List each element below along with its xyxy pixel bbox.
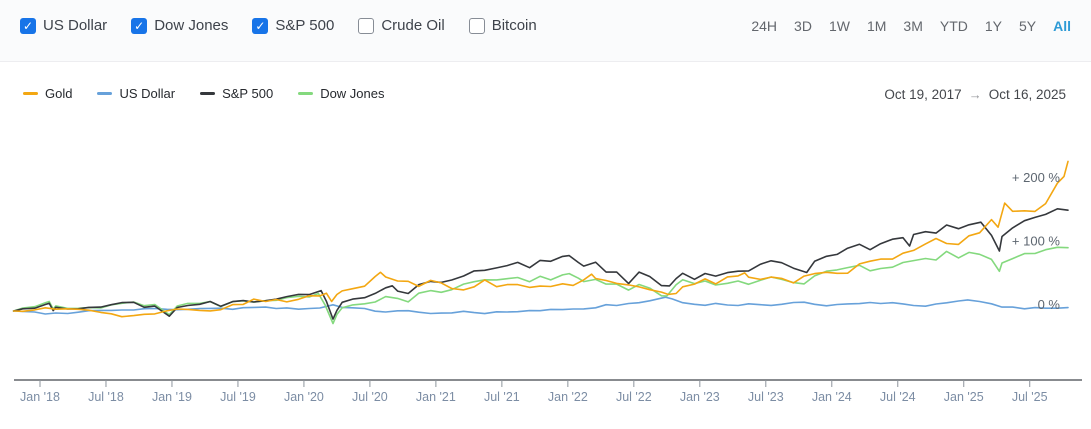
- legend-label: US Dollar: [119, 85, 176, 101]
- x-tick-label: Jan '19: [152, 390, 192, 404]
- checkbox-label: S&P 500: [275, 17, 335, 34]
- checkbox-label: Dow Jones: [154, 17, 229, 34]
- series-checkbox-s-p-500[interactable]: ✓ S&P 500: [252, 17, 334, 34]
- x-tick-label: Jan '20: [284, 390, 324, 404]
- x-tick-label: Jul '19: [220, 390, 256, 404]
- legend-label: Dow Jones: [320, 85, 385, 101]
- series-line-gold: [12, 160, 1069, 318]
- date-start: Oct 19, 2017: [884, 87, 962, 102]
- line-chart[interactable]: Jan '18 Jul '18 Jan '19 Jul '19 Jan '20 Jul '…: [0, 62, 1091, 429]
- legend-swatch-s-p-500: [200, 91, 216, 95]
- checkbox-label: US Dollar: [43, 17, 108, 34]
- legend-label: Gold: [45, 85, 73, 101]
- legend-swatch-gold: [23, 91, 38, 95]
- series-checkbox-dow-jones[interactable]: ✓ Dow Jones: [131, 17, 228, 34]
- range-button-all[interactable]: All: [1053, 17, 1071, 34]
- checkbox-checked-icon: ✓: [20, 17, 36, 34]
- series-checkbox-us-dollar[interactable]: ✓ US Dollar: [20, 17, 107, 34]
- legend-item-us-dollar[interactable]: US Dollar: [97, 86, 175, 101]
- date-end: Oct 16, 2025: [988, 87, 1066, 102]
- y-axis-label: + 100 %: [1012, 234, 1061, 249]
- legend-item-dow-jones[interactable]: Dow Jones: [298, 85, 385, 101]
- legend-swatch-us-dollar: [97, 91, 113, 95]
- x-tick-label: Jan '22: [548, 390, 588, 404]
- x-tick-label: Jul '25: [1012, 390, 1048, 404]
- series-line-dow-jones: [12, 246, 1069, 325]
- range-button-ytd[interactable]: YTD: [939, 17, 968, 34]
- x-tick-label: Jan '24: [812, 390, 852, 404]
- chart-legend: Gold US Dollar S&P 500 Dow Jones: [23, 85, 385, 101]
- x-tick-label: Jul '23: [748, 390, 784, 404]
- range-button-3d[interactable]: 3D: [794, 17, 812, 34]
- series-line-s-p-500: [12, 208, 1069, 320]
- x-tick-label: Jan '25: [944, 390, 984, 404]
- checkbox-label: Bitcoin: [491, 17, 537, 34]
- range-button-1w[interactable]: 1W: [828, 17, 850, 34]
- x-tick-label: Jul '18: [88, 390, 124, 404]
- x-tick-label: Jul '21: [484, 390, 520, 404]
- series-toggle-bar: ✓ US Dollar ✓ Dow Jones ✓ S&P 500 Crude Oil Bit…: [0, 0, 1091, 62]
- range-button-1m[interactable]: 1M: [866, 17, 887, 34]
- range-button-3m[interactable]: 3M: [903, 17, 923, 34]
- y-axis-label: 0 %: [1038, 297, 1061, 312]
- legend-label: S&P 500: [222, 85, 274, 101]
- x-tick-label: Jan '18: [20, 390, 60, 404]
- y-axis-label: + 200 %: [1012, 170, 1061, 185]
- chart-area: Jan '18 Jul '18 Jan '19 Jul '19 Jan '20 Jul '…: [0, 62, 1091, 429]
- checkbox-checked-icon: ✓: [252, 17, 269, 34]
- range-button-24h[interactable]: 24H: [751, 17, 778, 34]
- checkbox-checked-icon: ✓: [131, 17, 148, 34]
- x-tick-label: Jul '20: [352, 390, 388, 404]
- x-tick-label: Jan '23: [680, 390, 720, 404]
- x-tick-label: Jul '24: [880, 390, 916, 404]
- range-button-1y[interactable]: 1Y: [984, 17, 1002, 34]
- series-checkbox-group: ✓ US Dollar ✓ Dow Jones ✓ S&P 500 Crude Oil Bit…: [20, 17, 537, 34]
- checkbox-unchecked-icon: [468, 17, 485, 34]
- range-button-5y[interactable]: 5Y: [1018, 17, 1037, 34]
- arrow-right-icon: →: [968, 87, 982, 102]
- x-tick-label: Jan '21: [416, 390, 456, 404]
- time-range-selector: 24H 3D 1W 1M 3M YTD 1Y 5Y All: [751, 18, 1071, 34]
- checkbox-label: Crude Oil: [381, 17, 445, 34]
- legend-item-gold[interactable]: Gold: [23, 86, 72, 101]
- date-range: Oct 19, 2017 → Oct 16, 2025: [884, 87, 1066, 102]
- series-checkbox-bitcoin[interactable]: Bitcoin: [468, 17, 537, 34]
- series-checkbox-crude-oil[interactable]: Crude Oil: [358, 17, 445, 34]
- x-tick-label: Jul '22: [616, 390, 652, 404]
- checkbox-unchecked-icon: [358, 17, 375, 34]
- legend-item-s-p-500[interactable]: S&P 500: [200, 86, 273, 101]
- legend-swatch-dow-jones: [298, 91, 314, 95]
